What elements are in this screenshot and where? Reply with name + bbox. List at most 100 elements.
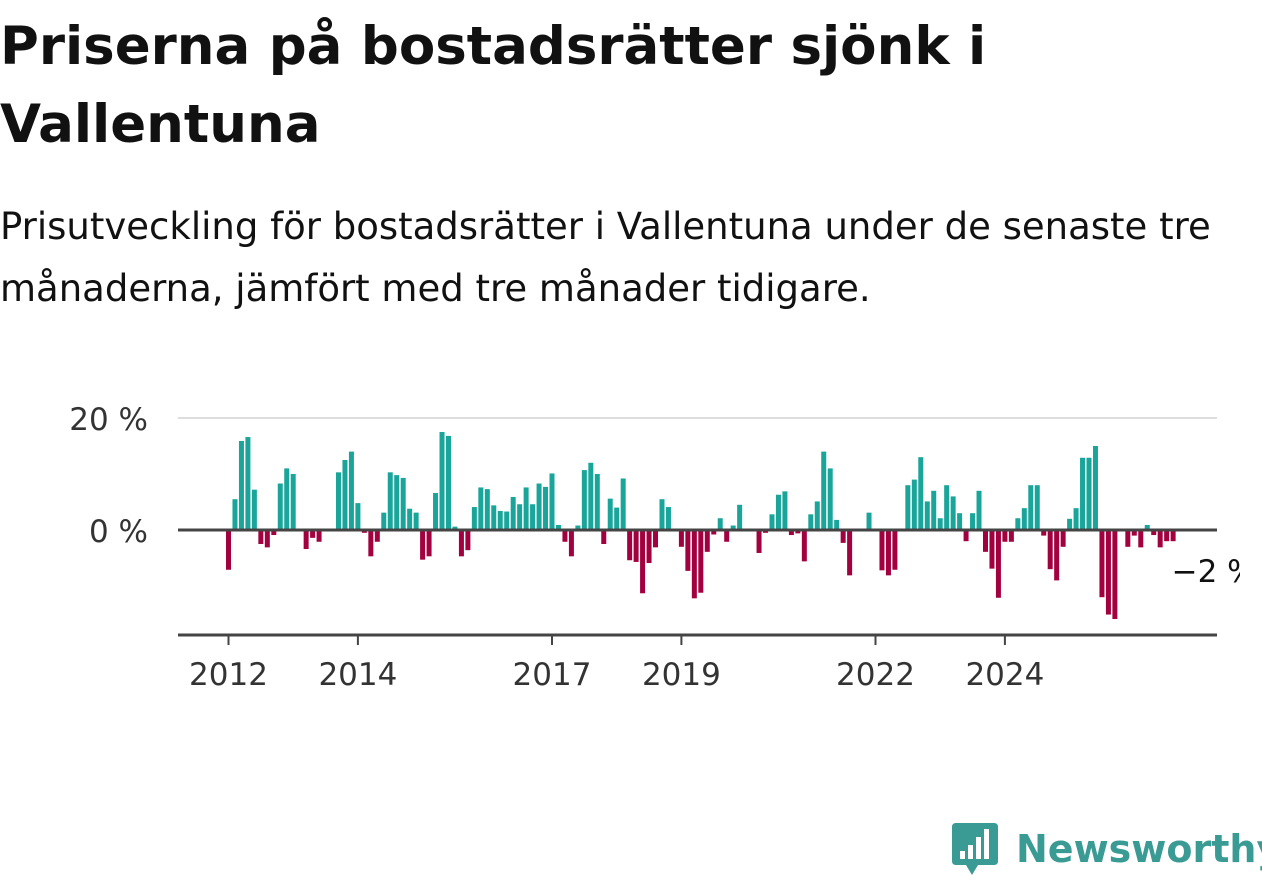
bar bbox=[374, 530, 380, 542]
bar bbox=[465, 530, 471, 551]
bar bbox=[588, 462, 594, 530]
last-value-label: −2 % bbox=[1172, 554, 1240, 590]
bar bbox=[335, 472, 341, 530]
bar bbox=[226, 530, 231, 570]
bar bbox=[1105, 530, 1111, 615]
bar bbox=[1112, 530, 1118, 620]
x-tick-label: 2022 bbox=[836, 657, 915, 693]
bar bbox=[568, 530, 574, 557]
bar bbox=[640, 530, 646, 594]
bar bbox=[264, 530, 270, 548]
bar bbox=[1028, 485, 1034, 530]
bar bbox=[756, 530, 762, 553]
bar bbox=[316, 530, 322, 542]
bar bbox=[381, 512, 387, 530]
bar bbox=[245, 437, 251, 530]
bar bbox=[1138, 530, 1144, 548]
bar bbox=[614, 507, 620, 530]
bar bbox=[1047, 530, 1053, 570]
bar bbox=[1060, 530, 1066, 547]
x-tick-label: 2019 bbox=[642, 657, 721, 693]
bar bbox=[995, 530, 1001, 598]
bar bbox=[232, 499, 238, 530]
bar bbox=[795, 530, 801, 534]
bar bbox=[782, 491, 788, 530]
bar bbox=[866, 512, 872, 530]
x-tick-label: 2014 bbox=[318, 657, 397, 693]
bar bbox=[594, 474, 600, 530]
bar bbox=[905, 485, 911, 530]
bar bbox=[924, 501, 930, 530]
bar bbox=[788, 530, 794, 536]
bar bbox=[452, 526, 458, 530]
bar bbox=[1073, 508, 1079, 530]
bar bbox=[1099, 530, 1105, 598]
bar bbox=[653, 530, 659, 548]
bar bbox=[348, 451, 354, 530]
bar bbox=[433, 493, 439, 530]
bar bbox=[814, 501, 820, 530]
bar bbox=[821, 451, 827, 530]
bar bbox=[413, 512, 419, 530]
bar bbox=[478, 487, 484, 530]
bar bbox=[892, 530, 898, 570]
bar bbox=[970, 513, 976, 530]
bar bbox=[646, 530, 652, 564]
x-tick-label: 2024 bbox=[965, 657, 1044, 693]
bar bbox=[258, 530, 264, 544]
bar bbox=[1144, 524, 1150, 530]
bar bbox=[1041, 530, 1047, 536]
bar bbox=[1157, 530, 1163, 548]
bar bbox=[918, 457, 924, 530]
bar bbox=[1002, 530, 1008, 542]
bar bbox=[523, 487, 529, 530]
bar bbox=[633, 530, 639, 562]
bar bbox=[368, 530, 374, 557]
bar bbox=[834, 519, 840, 530]
bar bbox=[251, 489, 257, 530]
bar bbox=[704, 530, 710, 552]
bar bbox=[620, 478, 626, 530]
bar bbox=[1092, 446, 1098, 530]
bar bbox=[536, 483, 542, 530]
bar bbox=[407, 508, 413, 530]
bar bbox=[1080, 457, 1086, 530]
x-tick-label: 2012 bbox=[189, 657, 268, 693]
bar bbox=[691, 530, 697, 599]
bar bbox=[911, 479, 917, 530]
bar bbox=[310, 530, 316, 538]
bar bbox=[601, 530, 607, 544]
bar bbox=[1034, 485, 1040, 530]
bar bbox=[730, 525, 736, 530]
bar bbox=[1086, 457, 1092, 530]
bar bbox=[737, 504, 743, 530]
bar bbox=[711, 530, 717, 535]
bar bbox=[931, 490, 937, 530]
bar bbox=[271, 530, 277, 536]
bars-layer bbox=[226, 432, 1176, 620]
axis-layer bbox=[178, 528, 1217, 645]
bar bbox=[1021, 508, 1027, 530]
bar bbox=[879, 530, 885, 571]
bar bbox=[840, 530, 846, 543]
bar bbox=[290, 474, 296, 530]
bar bbox=[445, 435, 451, 530]
bar bbox=[497, 510, 503, 530]
bar bbox=[950, 496, 956, 530]
bar bbox=[426, 530, 432, 557]
bar bbox=[847, 530, 853, 576]
bar bbox=[698, 530, 704, 593]
bar bbox=[277, 483, 283, 530]
bar bbox=[769, 514, 775, 530]
bar bbox=[685, 530, 691, 571]
bar bbox=[989, 530, 995, 569]
bar-chart: 0 % 20 % 2012 2014 2017 2019 2022 2024 −2 % bbox=[69, 402, 1240, 693]
bar bbox=[510, 496, 516, 530]
bar bbox=[504, 511, 510, 530]
x-tick-label: 2017 bbox=[513, 657, 592, 693]
bar bbox=[581, 470, 587, 530]
bar bbox=[659, 499, 665, 530]
bar bbox=[575, 525, 581, 530]
bar bbox=[944, 485, 950, 530]
bar bbox=[543, 486, 549, 530]
